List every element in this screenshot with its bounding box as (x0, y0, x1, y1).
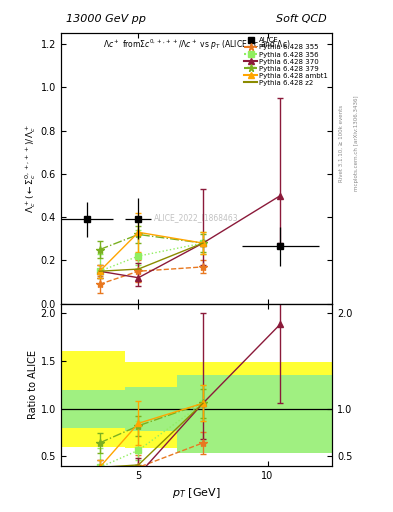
Text: Rivet 3.1.10, ≥ 100k events: Rivet 3.1.10, ≥ 100k events (339, 105, 344, 182)
Y-axis label: $\Lambda_c^+(\leftarrow \Sigma_c^{0,+,++})/\Lambda_c^+$: $\Lambda_c^+(\leftarrow \Sigma_c^{0,+,++… (23, 124, 38, 213)
Y-axis label: Ratio to ALICE: Ratio to ALICE (28, 350, 38, 419)
Legend: ALICE, Pythia 6.428 355, Pythia 6.428 356, Pythia 6.428 370, Pythia 6.428 379, P: ALICE, Pythia 6.428 355, Pythia 6.428 35… (244, 37, 329, 87)
Text: mcplots.cern.ch [arXiv:1306.3436]: mcplots.cern.ch [arXiv:1306.3436] (354, 96, 359, 191)
Text: Soft QCD: Soft QCD (276, 14, 327, 24)
Text: ALICE_2022_I1868463: ALICE_2022_I1868463 (154, 212, 239, 222)
Text: 13000 GeV pp: 13000 GeV pp (66, 14, 146, 24)
Text: $\Lambda c^+$ from$\Sigma c^{0,+,++}/\Lambda c^+$ vs $p_T$ (ALICE $\Sigma$c and : $\Lambda c^+$ from$\Sigma c^{0,+,++}/\La… (103, 37, 290, 52)
X-axis label: $p_T$ [GeV]: $p_T$ [GeV] (172, 486, 221, 500)
